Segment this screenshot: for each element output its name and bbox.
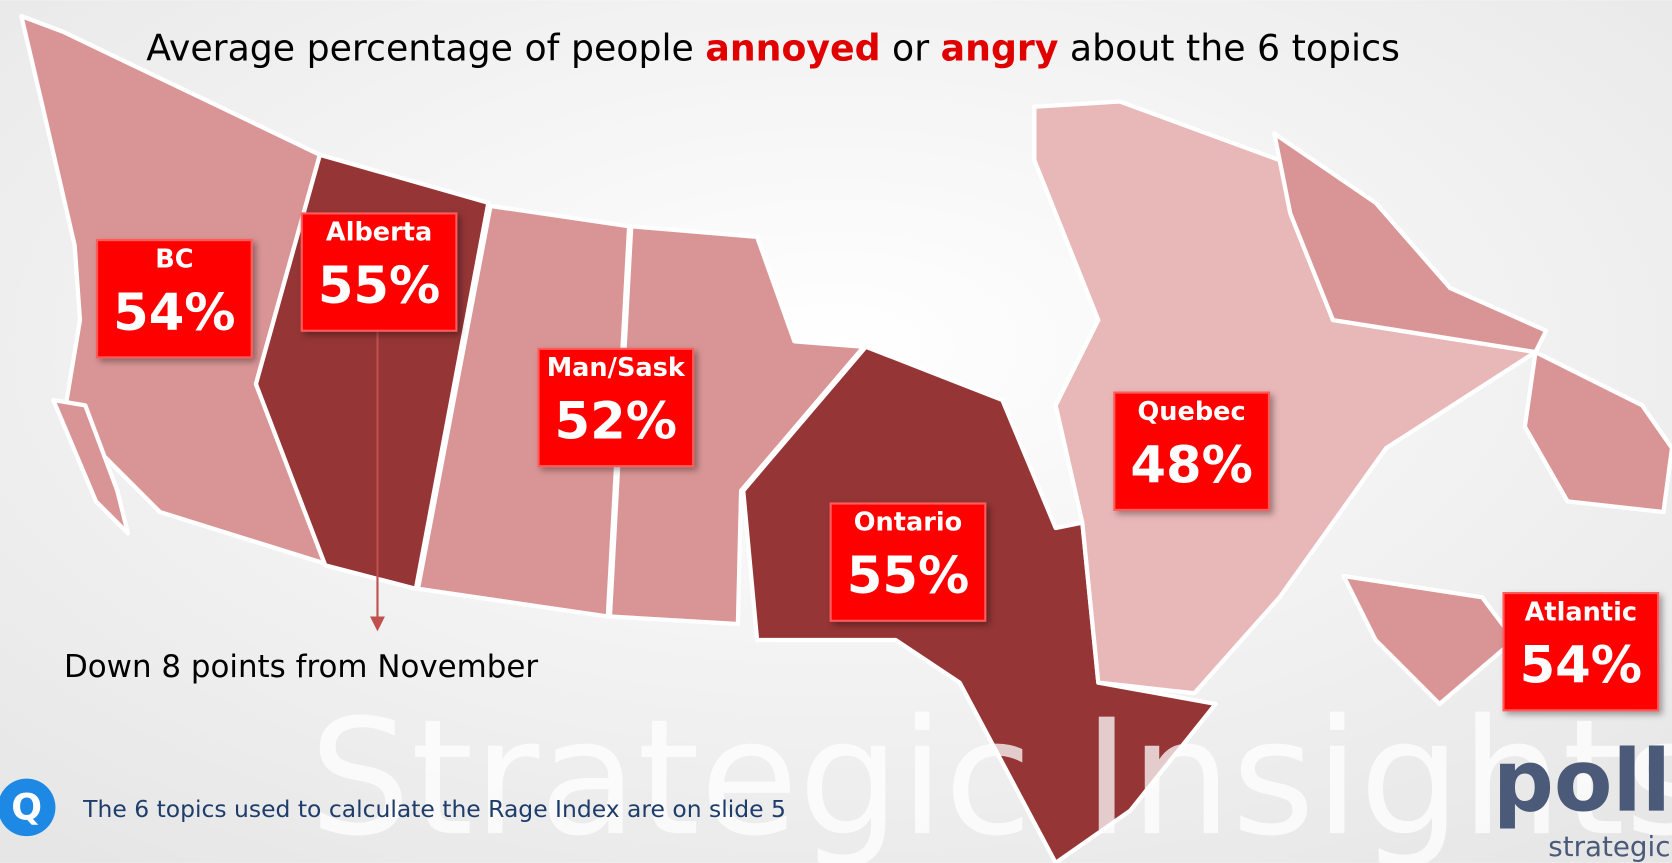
arrow-head	[370, 616, 385, 632]
logo-name: pollara	[1493, 733, 1672, 832]
region-box	[1113, 391, 1270, 511]
title-emphasis: annoyed	[705, 26, 880, 69]
logo-tagline: strategic	[1548, 830, 1670, 863]
region-name: BC	[155, 244, 193, 274]
region-box	[1502, 591, 1660, 712]
region-value: 48%	[1130, 435, 1252, 495]
region-box	[300, 212, 458, 332]
region-value: 55%	[847, 546, 969, 606]
region-name: Alberta	[326, 218, 432, 248]
region-value: 54%	[1520, 636, 1642, 696]
footer-note: The 6 topics used to calculate the Rage …	[82, 795, 786, 823]
title-part: Average percentage of people	[146, 26, 705, 69]
region-box	[829, 502, 987, 622]
region-name: Ontario	[854, 508, 962, 538]
maritimes-shape	[1341, 573, 1517, 707]
q-icon	[0, 778, 56, 837]
title: Average percentage of people annoyed or …	[146, 26, 1400, 69]
region-box	[95, 239, 253, 359]
region-name: Quebec	[1138, 397, 1246, 427]
region-value: 52%	[555, 392, 677, 452]
region-value: 54%	[113, 283, 235, 343]
title-part: or	[881, 26, 941, 69]
labrador-shape	[1272, 131, 1549, 355]
region-name: Man/Sask	[547, 353, 686, 383]
region-value: 55%	[318, 256, 440, 316]
title-part: about the 6 topics	[1058, 26, 1400, 69]
q-icon-letter: Q	[11, 786, 42, 829]
region-box	[537, 347, 695, 468]
newfoundland-shape	[1522, 349, 1672, 515]
region-name: Atlantic	[1525, 597, 1637, 627]
island-shape	[51, 397, 131, 536]
title-emphasis: angry	[941, 26, 1059, 69]
watermark: Strategic Insights	[309, 685, 1672, 863]
annotation: Down 8 points from November	[64, 649, 538, 685]
